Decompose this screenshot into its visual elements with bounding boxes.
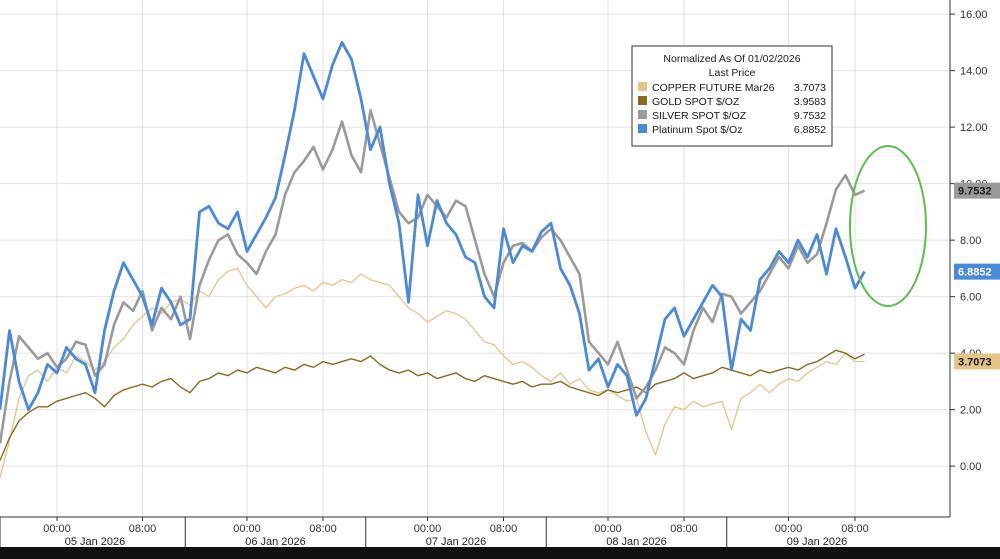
x-tick-label: 00:00 <box>43 523 71 535</box>
y-tick-label: 0.00 <box>960 461 981 473</box>
date-label: 05 Jan 2026 <box>65 536 126 548</box>
y-tick-label: 12.00 <box>960 122 988 134</box>
x-axis: 00:00 08:00 00:00 08:00 00:00 08:00 00:00 08:00… <box>0 516 950 548</box>
legend-box: Normalized As Of 01/02/2026 Last Price C… <box>631 45 833 147</box>
date-label: 06 Jan 2026 <box>245 536 306 548</box>
last-value-badge <box>954 353 1000 370</box>
date-label: 09 Jan 2026 <box>787 536 848 548</box>
highlight-circle <box>849 145 927 307</box>
legend-series-name: SILVER SPOT $/OZ <box>652 110 747 122</box>
legend-swatch <box>638 124 647 133</box>
legend-series-name: GOLD SPOT $/OZ <box>652 96 740 108</box>
x-tick-label: 00:00 <box>594 523 622 535</box>
last-value-badge <box>954 263 1000 280</box>
x-tick-label: 08:00 <box>490 523 518 535</box>
y-tick-label: 16.00 <box>960 9 988 21</box>
bottom-bar <box>0 547 1000 559</box>
legend-series-value: 3.7073 <box>794 82 826 94</box>
x-tick-label: 08:00 <box>841 523 869 535</box>
x-tick-label: 00:00 <box>775 523 803 535</box>
legend-series-value: 3.9583 <box>794 96 826 108</box>
legend-swatch <box>638 110 647 119</box>
legend-swatch <box>638 82 647 91</box>
x-tick-label: 00:00 <box>233 523 261 535</box>
last-value-text: 9.7532 <box>958 186 992 198</box>
y-tick-label: 8.00 <box>960 235 981 247</box>
last-value-text: 6.8852 <box>958 267 992 279</box>
legend-series-value: 9.7532 <box>794 110 826 122</box>
date-label: 08 Jan 2026 <box>606 536 667 548</box>
date-label: 07 Jan 2026 <box>426 536 487 548</box>
last-value-badge <box>954 182 1000 199</box>
legend-title: Normalized As Of 01/02/2026 <box>663 53 800 65</box>
y-tick-label: 14.00 <box>960 66 988 78</box>
last-value-badges: 3.7073 9.7532 6.8852 <box>954 182 1000 370</box>
last-value-text: 3.7073 <box>958 356 992 368</box>
legend-series-name: COPPER FUTURE Mar26 <box>652 82 775 94</box>
y-tick-label: 2.00 <box>960 405 981 417</box>
legend-background <box>631 45 833 147</box>
x-tick-label: 00:00 <box>414 523 442 535</box>
x-tick-label: 08:00 <box>129 523 157 535</box>
y-tick-label: 6.00 <box>960 292 981 304</box>
x-tick-label: 08:00 <box>309 523 337 535</box>
series-line-platinum-spot-oz <box>0 41 866 417</box>
x-tick-label: 08:00 <box>670 523 698 535</box>
legend-series-name: Platinum Spot $/Oz <box>652 124 742 136</box>
legend-swatch <box>638 96 647 105</box>
legend-items: COPPER FUTURE Mar26 3.7073 GOLD SPOT $/OZ 3… <box>638 82 826 136</box>
series-lines <box>0 41 866 478</box>
legend-series-value: 6.8852 <box>794 124 826 136</box>
legend-subtitle: Last Price <box>709 67 756 79</box>
series-line-gold-spot-oz <box>0 349 865 461</box>
series-line-silver-spot-oz <box>0 108 866 444</box>
series-line-copper-future-mar26 <box>0 267 865 478</box>
